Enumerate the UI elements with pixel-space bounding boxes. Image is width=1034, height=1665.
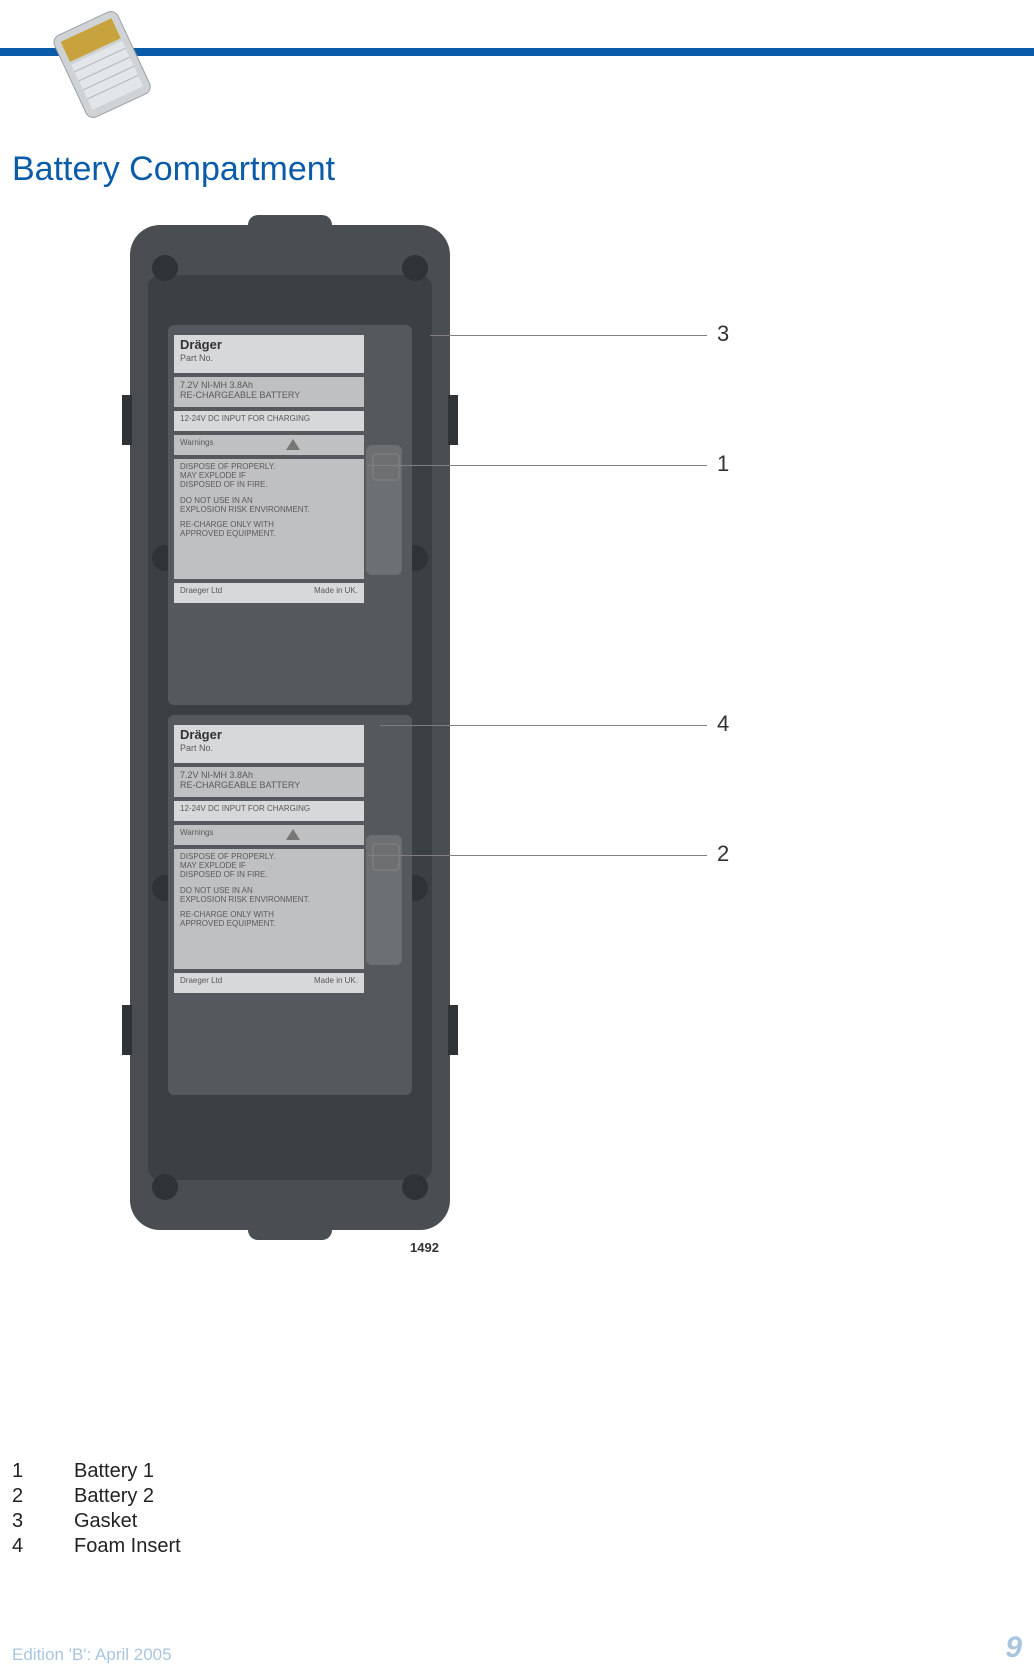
dispose-block: DISPOSE OF PROPERLY. MAY EXPLODE IF DISP…	[174, 849, 364, 969]
legend-row: 3 Gasket	[12, 1510, 181, 1533]
callout-number: 2	[717, 841, 729, 867]
case-tab-bottom	[248, 1214, 332, 1240]
leader-line	[380, 725, 707, 726]
spec-line: RE-CHARGEABLE BATTERY	[180, 390, 358, 400]
legend-label: Gasket	[74, 1510, 137, 1533]
screw-icon	[152, 255, 178, 281]
leader-line	[430, 335, 707, 336]
warnings-label: Warnings	[174, 435, 364, 455]
spec-line: RE-CHARGEABLE BATTERY	[180, 780, 358, 790]
side-clip	[122, 1005, 132, 1055]
leader-line	[368, 465, 707, 466]
dispose-line: MAY EXPLODE IF	[180, 861, 358, 870]
figure: Dräger Part No. 7.2V NI-MH 3.8Ah RE-CHAR…	[0, 225, 1034, 1305]
screw-icon	[402, 1174, 428, 1200]
callout-number: 3	[717, 321, 729, 347]
brand-text: Dräger	[180, 338, 358, 353]
dispose-line: DISPOSED OF IN FIRE.	[180, 480, 358, 489]
legend-num: 4	[12, 1535, 74, 1558]
side-clip	[448, 395, 458, 445]
device-icon	[29, 0, 170, 136]
legend-label: Battery 2	[74, 1485, 154, 1508]
risk-line: DO NOT USE IN AN	[180, 496, 358, 505]
page-footer: Edition 'B': April 2005 9	[12, 1631, 1022, 1665]
side-clip	[448, 1005, 458, 1055]
maker-footer: Draeger Ltd Made in UK.	[174, 583, 364, 603]
battery-spec: 7.2V NI-MH 3.8Ah RE-CHARGEABLE BATTERY	[174, 767, 364, 797]
dispose-line: DISPOSE OF PROPERLY.	[180, 462, 358, 471]
recharge-line: APPROVED EQUIPMENT.	[180, 919, 358, 928]
legend-num: 1	[12, 1460, 74, 1483]
figure-reference-number: 1492	[410, 1240, 439, 1255]
legend-label: Battery 1	[74, 1460, 154, 1483]
battery-1: Dräger Part No. 7.2V NI-MH 3.8Ah RE-CHAR…	[168, 325, 412, 705]
risk-line: EXPLOSION RISK ENVIRONMENT.	[180, 505, 358, 514]
screw-icon	[152, 1174, 178, 1200]
battery-label-header: Dräger Part No.	[174, 725, 364, 763]
warnings-label: Warnings	[174, 825, 364, 845]
legend: 1 Battery 1 2 Battery 2 3 Gasket 4 Foam …	[12, 1460, 181, 1560]
leader-line	[368, 855, 707, 856]
part-no-label: Part No.	[180, 743, 358, 753]
charge-input: 12-24V DC INPUT FOR CHARGING	[174, 411, 364, 431]
legend-num: 3	[12, 1510, 74, 1533]
battery-compartment-case: Dräger Part No. 7.2V NI-MH 3.8Ah RE-CHAR…	[130, 225, 450, 1230]
side-clip	[122, 395, 132, 445]
maker: Draeger Ltd	[180, 586, 222, 600]
screw-icon	[402, 255, 428, 281]
spec-line: 7.2V NI-MH 3.8Ah	[180, 770, 358, 780]
recharge-line: RE-CHARGE ONLY WITH	[180, 910, 358, 919]
dispose-block: DISPOSE OF PROPERLY. MAY EXPLODE IF DISP…	[174, 459, 364, 579]
part-no-label: Part No.	[180, 353, 358, 363]
risk-line: DO NOT USE IN AN	[180, 886, 358, 895]
brand-text: Dräger	[180, 728, 358, 743]
legend-row: 2 Battery 2	[12, 1485, 181, 1508]
dispose-line: DISPOSE OF PROPERLY.	[180, 852, 358, 861]
spec-line: 7.2V NI-MH 3.8Ah	[180, 380, 358, 390]
legend-row: 1 Battery 1	[12, 1460, 181, 1483]
battery-spec: 7.2V NI-MH 3.8Ah RE-CHARGEABLE BATTERY	[174, 377, 364, 407]
callout-number: 1	[717, 451, 729, 477]
maker-footer: Draeger Ltd Made in UK.	[174, 973, 364, 993]
edition-text: Edition 'B': April 2005	[12, 1645, 172, 1665]
callout-number: 4	[717, 711, 729, 737]
battery-label-header: Dräger Part No.	[174, 335, 364, 373]
legend-num: 2	[12, 1485, 74, 1508]
dispose-line: DISPOSED OF IN FIRE.	[180, 870, 358, 879]
charge-input: 12-24V DC INPUT FOR CHARGING	[174, 801, 364, 821]
recharge-line: RE-CHARGE ONLY WITH	[180, 520, 358, 529]
header-rule	[0, 48, 1034, 56]
made-in: Made in UK.	[314, 976, 358, 990]
warning-triangle-icon	[286, 439, 300, 450]
warning-triangle-icon	[286, 829, 300, 840]
legend-row: 4 Foam Insert	[12, 1535, 181, 1558]
recharge-line: APPROVED EQUIPMENT.	[180, 529, 358, 538]
battery-2: Dräger Part No. 7.2V NI-MH 3.8Ah RE-CHAR…	[168, 715, 412, 1095]
page-number: 9	[1005, 1631, 1022, 1665]
dispose-line: MAY EXPLODE IF	[180, 471, 358, 480]
page-title: Battery Compartment	[12, 150, 335, 189]
maker: Draeger Ltd	[180, 976, 222, 990]
case-tab-top	[248, 215, 332, 241]
risk-line: EXPLOSION RISK ENVIRONMENT.	[180, 895, 358, 904]
made-in: Made in UK.	[314, 586, 358, 600]
legend-label: Foam Insert	[74, 1535, 181, 1558]
